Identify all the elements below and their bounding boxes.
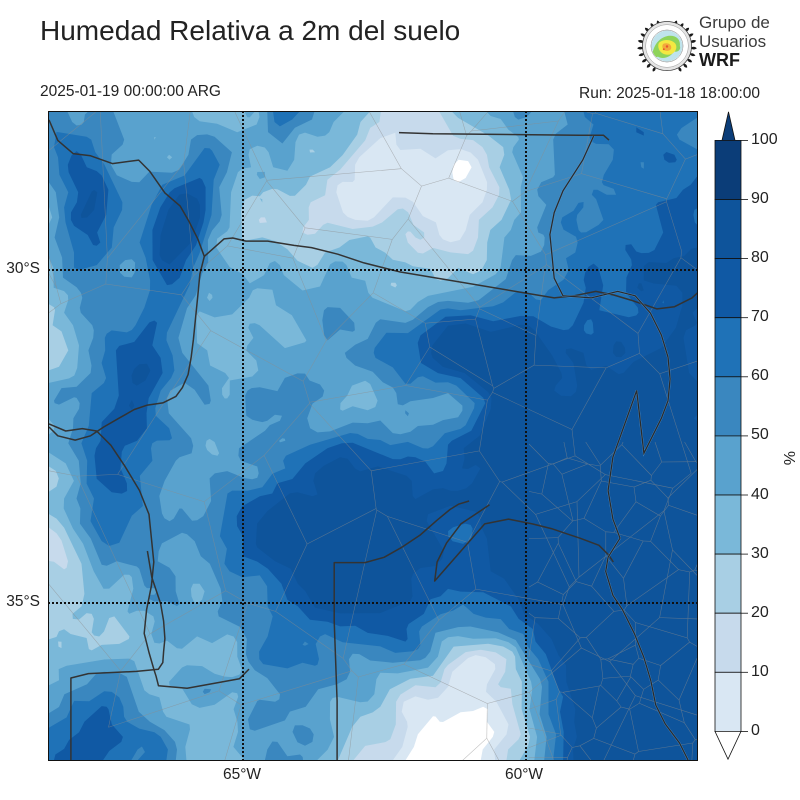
svg-text:80: 80 [751, 249, 769, 266]
svg-text:30: 30 [751, 545, 769, 562]
svg-text:20: 20 [751, 604, 769, 621]
svg-text:100: 100 [751, 131, 778, 148]
svg-text:60: 60 [751, 367, 769, 384]
svg-text:90: 90 [751, 190, 769, 207]
svg-text:10: 10 [751, 663, 769, 680]
svg-text:40: 40 [751, 486, 769, 503]
svg-text:50: 50 [751, 426, 769, 443]
svg-text:%: % [780, 451, 797, 465]
svg-text:0: 0 [751, 722, 760, 739]
svg-text:70: 70 [751, 308, 769, 325]
